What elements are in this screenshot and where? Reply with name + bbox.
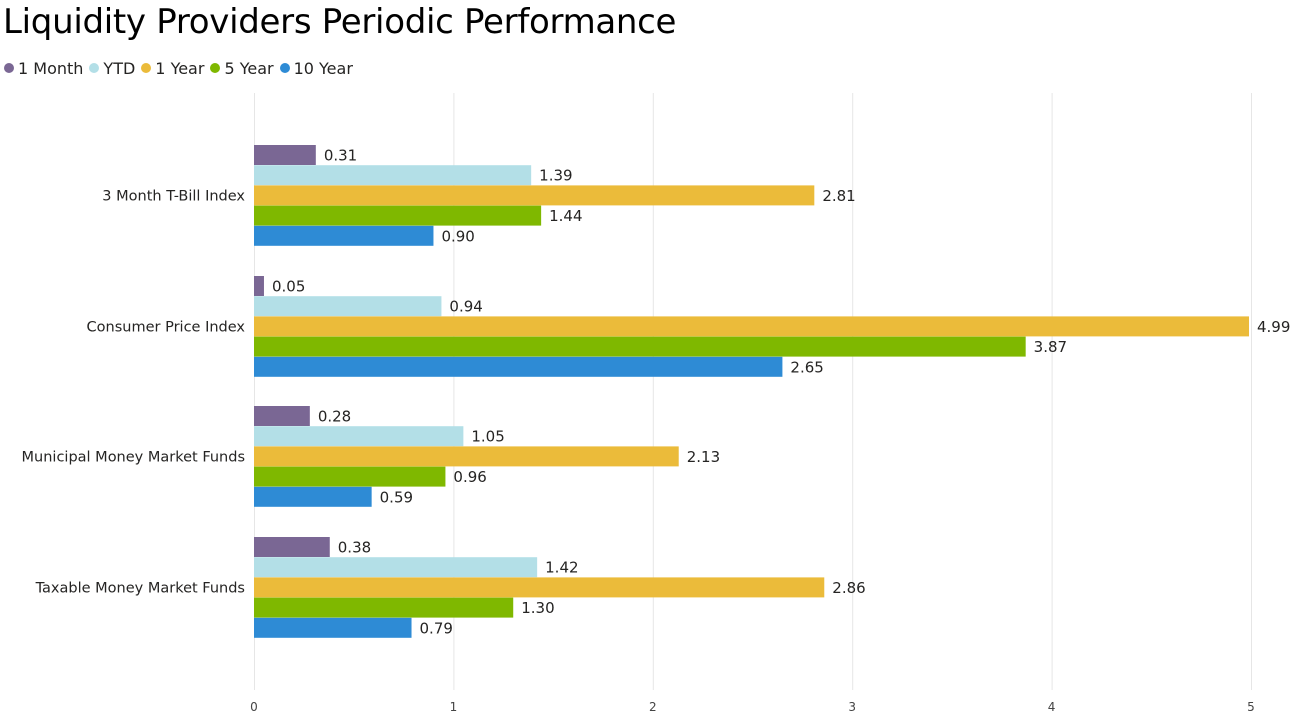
bar (254, 617, 412, 638)
bar (254, 446, 679, 467)
bar (254, 426, 464, 447)
legend-item: 1 Month (4, 59, 83, 78)
category-label: Taxable Money Market Funds (35, 581, 245, 597)
legend-marker (4, 63, 14, 73)
x-tick-label: 1 (450, 700, 458, 714)
x-tick-label: 3 (848, 700, 856, 714)
data-label: 1.30 (521, 599, 554, 617)
data-label: 0.79 (420, 619, 453, 637)
legend-label: 1 Year (155, 58, 205, 78)
bar (254, 276, 264, 296)
data-label: 1.42 (545, 559, 578, 577)
data-label: 0.90 (441, 227, 474, 245)
data-label: 0.94 (449, 298, 482, 316)
data-label: 1.05 (471, 428, 504, 446)
category-label: 3 Month T-Bill Index (102, 189, 245, 205)
data-label: 1.39 (539, 167, 572, 185)
data-label: 0.96 (453, 468, 486, 486)
data-label: 2.86 (832, 579, 865, 597)
bar (254, 537, 330, 557)
data-label: 2.65 (790, 358, 823, 376)
x-tick-label: 5 (1247, 700, 1255, 714)
bar (254, 577, 825, 598)
data-label: 4.99 (1257, 318, 1290, 336)
data-label: 2.13 (687, 448, 720, 466)
x-tick-label: 0 (250, 700, 258, 714)
bar (254, 356, 783, 377)
data-label: 3.87 (1034, 338, 1067, 356)
bar (254, 486, 372, 507)
legend-marker (279, 63, 290, 73)
x-tick-label: 2 (649, 700, 657, 714)
bar (254, 225, 434, 246)
data-label: 2.81 (822, 187, 855, 205)
bar (254, 406, 310, 426)
legend-label: 10 Year (293, 58, 353, 78)
legend-marker (141, 63, 152, 73)
bar (254, 316, 1250, 337)
data-label: 0.31 (324, 147, 357, 165)
chart-title: Liquidity Providers Periodic Performance (3, 2, 677, 42)
bar (254, 597, 514, 618)
legend-item: 1 Year (141, 59, 204, 78)
data-label: 0.28 (318, 408, 351, 426)
legend-marker (89, 63, 100, 73)
bar (254, 336, 1026, 357)
legend-item: 10 Year (279, 58, 353, 78)
legend-label: 1 Month (18, 58, 84, 78)
legend-label: YTD (103, 58, 136, 78)
bar (254, 185, 815, 206)
bar (254, 557, 538, 578)
bar (254, 145, 316, 165)
legend-label: 5 Year (224, 58, 274, 78)
data-label: 0.05 (272, 278, 305, 296)
legend-marker (210, 63, 221, 73)
legend-item: 5 Year (210, 58, 274, 78)
x-tick-label: 4 (1048, 700, 1056, 714)
data-label: 0.38 (338, 539, 371, 557)
bar (254, 466, 446, 487)
bar (254, 165, 532, 186)
bar (254, 296, 442, 317)
data-label: 0.59 (380, 488, 413, 506)
legend-item: YTD (89, 59, 135, 78)
bar (254, 205, 542, 226)
legend: 1 Month YTD 1 Year 5 Year 10 Year (4, 56, 359, 80)
category-label: Consumer Price Index (87, 320, 246, 336)
data-label: 1.44 (549, 207, 582, 225)
category-label: Municipal Money Market Funds (22, 450, 245, 466)
